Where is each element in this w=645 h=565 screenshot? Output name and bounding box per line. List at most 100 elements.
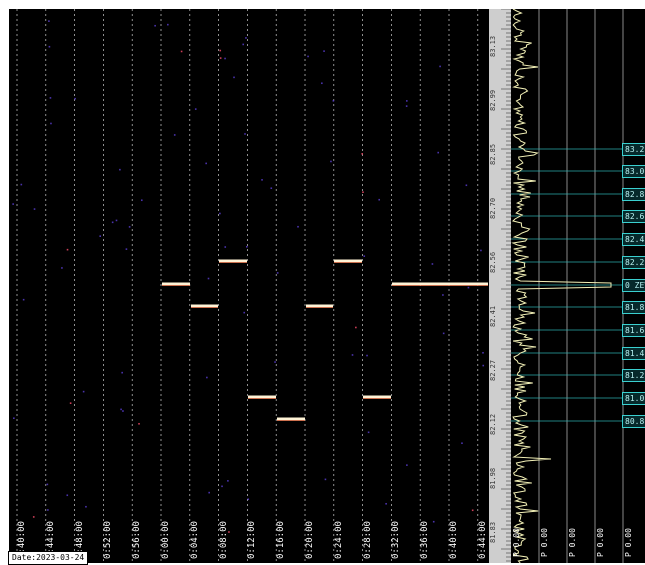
noise-speck xyxy=(471,509,474,512)
noise-speck xyxy=(366,354,368,357)
noise-speck xyxy=(242,43,245,46)
noise-speck xyxy=(207,277,210,280)
signal-segment xyxy=(306,304,333,308)
noise-speck xyxy=(324,478,327,481)
signal-segment-edge xyxy=(363,398,391,399)
noise-speck xyxy=(482,364,485,367)
noise-speck xyxy=(121,371,123,374)
noise-speck xyxy=(405,105,408,107)
frequency-scale-label: 83.13 xyxy=(489,35,497,57)
signal-segment-edge xyxy=(277,420,305,421)
spectrum-frequency-label: 80.8 Hz xyxy=(622,415,645,428)
frequency-scale-label: 81.83 xyxy=(489,521,497,543)
frequency-scale-label: 82.12 xyxy=(489,413,497,435)
time-tick-label: 0:40:00 xyxy=(449,521,459,559)
noise-speck xyxy=(125,248,128,250)
noise-speck xyxy=(233,76,235,79)
time-tick-label: 0:52:00 xyxy=(103,521,114,559)
frequency-scale-label: 82.85 xyxy=(489,143,497,165)
noise-speck xyxy=(180,50,183,53)
noise-speck xyxy=(140,199,143,202)
spectrum-frequency-label: 82.4 Hz xyxy=(622,233,645,246)
noise-speck xyxy=(61,267,63,269)
signal-segment xyxy=(219,259,247,263)
noise-speck xyxy=(224,246,227,248)
time-tick-label: 0:24:00 xyxy=(333,521,344,559)
noise-speck xyxy=(480,249,482,252)
waterfall-noise xyxy=(12,20,485,533)
signal-segment xyxy=(277,417,305,421)
amplitude-tick-label: P 0.00 xyxy=(568,528,577,557)
signal-segment xyxy=(248,395,276,399)
waterfall-canvas xyxy=(12,9,488,563)
noise-speck xyxy=(119,168,121,171)
noise-speck xyxy=(111,221,114,224)
noise-speck xyxy=(154,24,156,27)
spectrum-frequency-label: 83.2 Hz xyxy=(622,143,645,156)
amplitude-tick-label: P 0.00 xyxy=(596,528,605,557)
waterfall-signal-trace xyxy=(162,259,488,421)
noise-speck xyxy=(167,23,169,26)
time-tick-label: 0:08:00 xyxy=(218,521,229,559)
noise-speck xyxy=(330,160,332,163)
signal-segment-edge xyxy=(191,307,218,308)
spectrum-trace xyxy=(511,9,612,563)
frequency-scale-label: 82.70 xyxy=(489,197,497,219)
signal-segment-edge xyxy=(306,307,333,308)
noise-speck xyxy=(378,198,381,201)
time-tick-label: 0:44:00 xyxy=(477,521,488,559)
noise-speck xyxy=(122,410,124,412)
noise-speck xyxy=(85,505,87,508)
frequency-scale-label: 82.27 xyxy=(489,359,497,381)
noise-speck xyxy=(465,184,468,187)
spectrum-frequency-label: 81.4 Hz xyxy=(622,347,645,360)
spectrum-frequency-label: 83.0 Hz xyxy=(622,165,645,178)
noise-speck xyxy=(227,480,229,482)
amplitude-tick-label: P 0.00 xyxy=(624,528,633,557)
signal-segment-edge xyxy=(219,262,247,263)
noise-speck xyxy=(74,97,76,100)
spectrum-frequency-label: 82.2 Hz xyxy=(622,256,645,269)
spectrum-frequency-label: 0 ZEV xyxy=(622,279,645,292)
noise-speck xyxy=(219,49,222,52)
noise-speck xyxy=(442,294,444,296)
frequency-scale-label: 82.99 xyxy=(489,89,497,111)
noise-speck xyxy=(332,100,335,102)
signal-segment xyxy=(363,395,391,399)
frequency-scale-shade xyxy=(489,9,511,563)
noise-speck xyxy=(48,20,50,22)
noise-speck xyxy=(307,55,309,58)
noise-speck xyxy=(69,402,72,404)
waterfall-panel[interactable]: 0:40:00 0:44:00 0:48:00 0:52:00 0:56:00 0:00:… xyxy=(9,9,489,563)
noise-speck xyxy=(361,153,363,155)
noise-speck xyxy=(208,491,210,494)
noise-speck xyxy=(32,516,35,518)
signal-segment-edge xyxy=(248,398,276,399)
noise-speck xyxy=(432,520,435,523)
noise-speck xyxy=(22,298,25,301)
time-tick-label: 0:32:00 xyxy=(391,521,402,559)
noise-speck xyxy=(297,225,299,228)
noise-speck xyxy=(128,226,131,228)
noise-speck xyxy=(406,464,408,466)
noise-speck xyxy=(99,235,102,237)
signal-segment-edge xyxy=(162,285,190,286)
spectrum-panel[interactable]: 83.2 Hz 83.0 Hz 82.8 Hz 82.6 Hz 82.4 Hz 82.2 … xyxy=(511,9,645,563)
frequency-scale[interactable]: 83.13 82.99 82.85 82.70 82.56 82.41 82.27 82.12… xyxy=(489,9,511,563)
noise-speck xyxy=(138,422,140,425)
time-tick-label: 0:28:00 xyxy=(362,521,373,559)
noise-speck xyxy=(224,57,226,60)
noise-speck xyxy=(46,483,49,486)
noise-speck xyxy=(49,97,52,99)
time-tick-label: 0:16:00 xyxy=(276,521,287,559)
amplitude-tick-label: P 0.00 xyxy=(540,528,549,557)
amplitude-tick-label: P 0.00 xyxy=(512,528,521,557)
noise-speck xyxy=(221,485,223,488)
noise-speck xyxy=(66,494,69,497)
noise-speck xyxy=(461,442,463,445)
time-tick-label: 0:04:00 xyxy=(189,521,200,559)
noise-speck xyxy=(439,65,441,68)
frequency-scale-label: 81.98 xyxy=(489,467,497,489)
noise-speck xyxy=(247,498,250,501)
noise-speck xyxy=(20,183,23,186)
